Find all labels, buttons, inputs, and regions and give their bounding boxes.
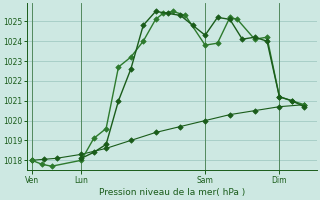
X-axis label: Pression niveau de la mer( hPa ): Pression niveau de la mer( hPa ): [99, 188, 245, 197]
